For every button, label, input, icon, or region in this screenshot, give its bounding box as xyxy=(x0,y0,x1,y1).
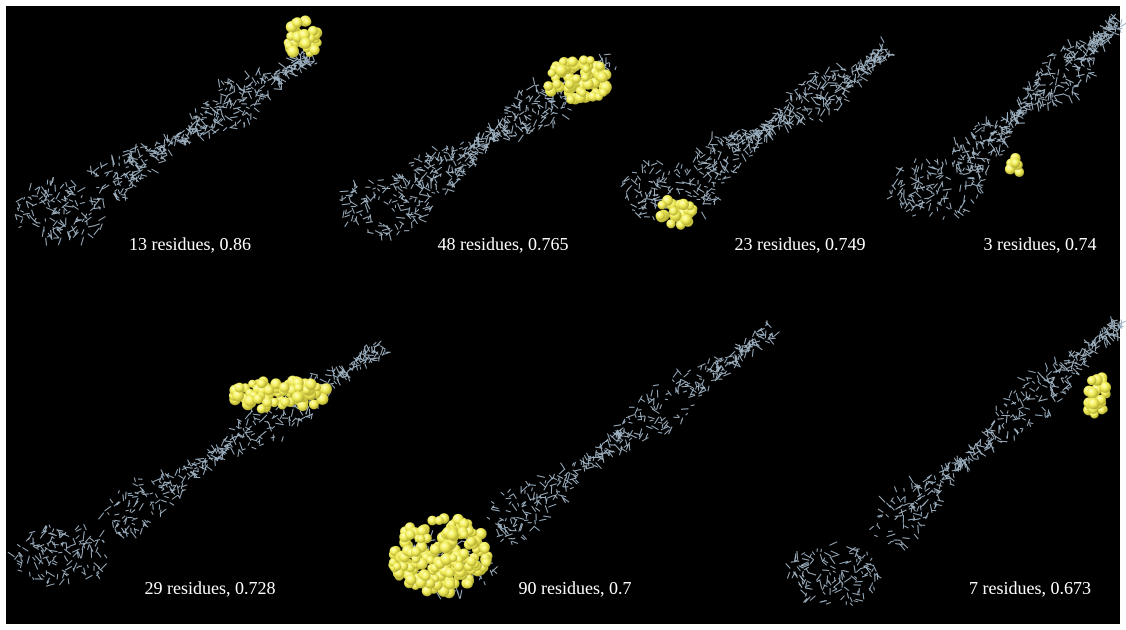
residue-atom xyxy=(544,81,554,91)
page: 13 residues, 0.86 48 residues, 0.765 23 … xyxy=(0,0,1126,630)
residue-atom xyxy=(658,201,667,210)
residue-atom xyxy=(555,64,567,76)
residue-atom xyxy=(466,556,476,566)
residue-atom xyxy=(253,394,263,404)
panel-label: 13 residues, 0.86 xyxy=(129,234,251,254)
residue-atom xyxy=(567,57,577,67)
residue-atom xyxy=(435,516,444,525)
residue-atom xyxy=(552,79,562,89)
residue-atom xyxy=(235,383,245,393)
residue-atom xyxy=(447,529,459,541)
figure: 13 residues, 0.86 48 residues, 0.765 23 … xyxy=(0,0,1126,630)
residue-atom xyxy=(597,71,608,82)
panel-label: 90 residues, 0.7 xyxy=(519,578,632,598)
residue-atom xyxy=(421,571,431,581)
residue-atom xyxy=(1087,387,1098,398)
residue-atom xyxy=(1100,382,1111,393)
residue-atom xyxy=(656,211,665,220)
residue-atom xyxy=(466,537,476,547)
residue-atom xyxy=(666,219,675,228)
residue-atom xyxy=(480,545,489,554)
residue-atom xyxy=(280,397,290,407)
residue-atom xyxy=(548,69,556,77)
residue-atom xyxy=(566,95,575,104)
residue-atom xyxy=(1087,376,1096,385)
panel-label: 48 residues, 0.765 xyxy=(438,234,569,254)
residue-atom xyxy=(444,579,455,590)
residue-atom xyxy=(454,562,464,572)
residue-atom xyxy=(417,535,425,543)
panel-label: 23 residues, 0.749 xyxy=(735,234,866,254)
residue-atom xyxy=(565,79,575,89)
residue-atom xyxy=(303,18,311,26)
residue-atom xyxy=(309,45,319,55)
residue-atom xyxy=(262,398,272,408)
residue-atom xyxy=(300,37,312,49)
residue-atom xyxy=(1011,159,1020,168)
residue-atom xyxy=(445,568,455,578)
residue-atom xyxy=(405,574,416,585)
residue-atom xyxy=(581,73,590,82)
residue-atom xyxy=(1088,398,1100,410)
residue-atom xyxy=(449,554,457,562)
residue-atom xyxy=(305,379,316,390)
residue-atom xyxy=(279,382,290,393)
residue-atom xyxy=(669,207,678,216)
background xyxy=(6,6,1120,624)
residue-atom xyxy=(599,88,608,97)
residue-atom xyxy=(460,530,468,538)
residue-atom xyxy=(582,65,590,73)
panel-label: 7 residues, 0.673 xyxy=(969,578,1091,598)
residue-atom xyxy=(411,547,421,557)
residue-atom xyxy=(678,199,689,210)
residue-atom xyxy=(405,529,415,539)
residue-atom xyxy=(393,562,401,570)
residue-atom xyxy=(440,542,452,554)
residue-atom xyxy=(578,89,586,97)
residue-atom xyxy=(287,46,299,58)
residue-atom xyxy=(481,558,491,568)
highlight-cluster xyxy=(1083,372,1111,418)
residue-atom xyxy=(292,391,304,403)
panel-label: 29 residues, 0.728 xyxy=(145,578,276,598)
residue-atom xyxy=(464,579,473,588)
residue-atom xyxy=(292,17,302,27)
residue-atom xyxy=(294,383,303,392)
residue-atom xyxy=(681,214,692,225)
residue-atom xyxy=(586,56,594,64)
residue-atom xyxy=(430,544,441,555)
panel-label: 3 residues, 0.74 xyxy=(984,234,1097,254)
residue-atom xyxy=(596,62,605,71)
